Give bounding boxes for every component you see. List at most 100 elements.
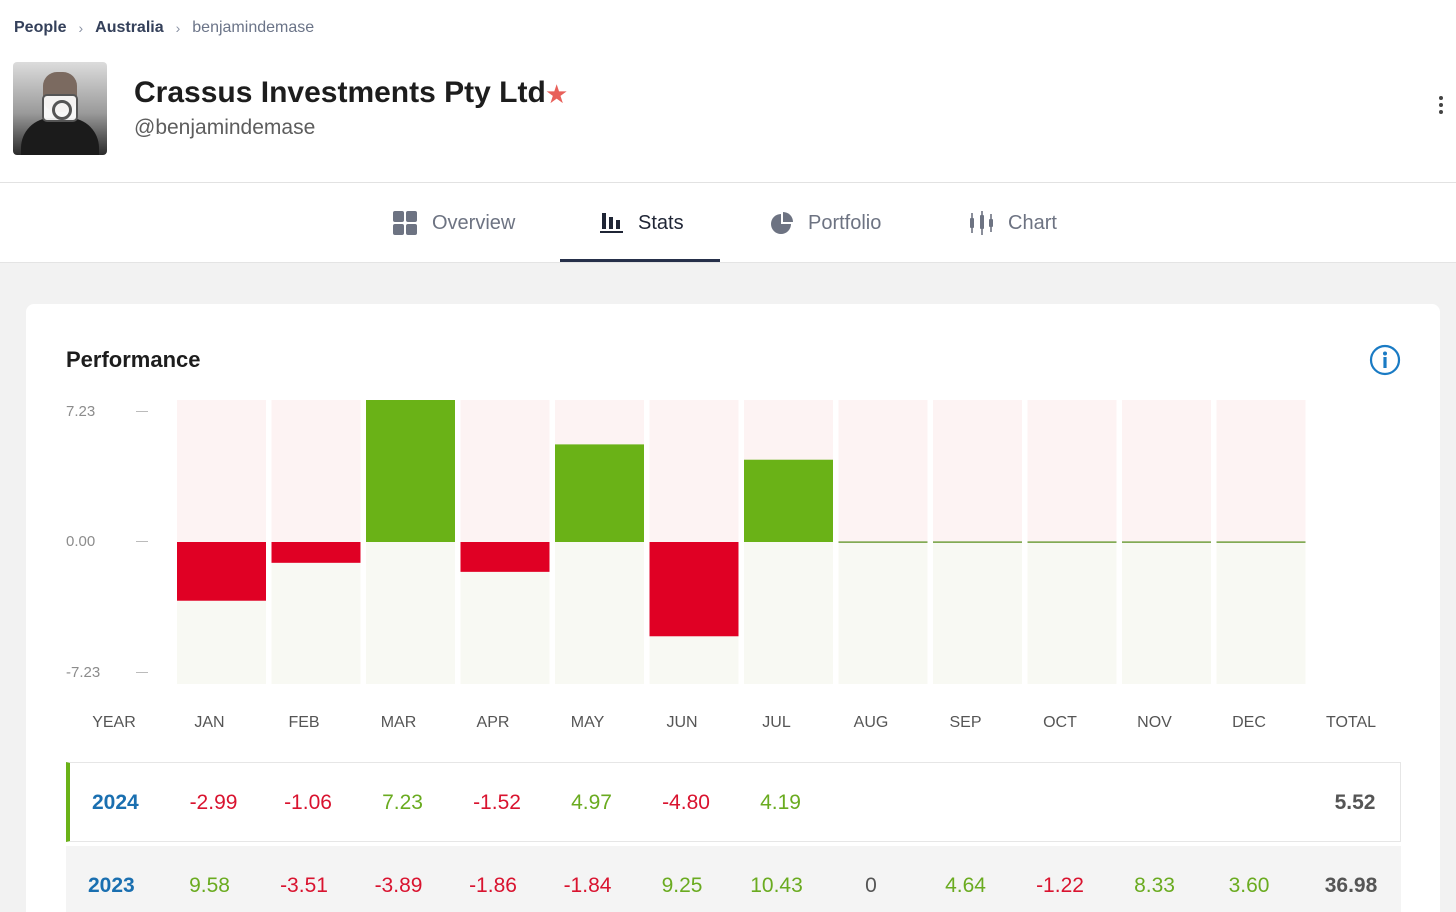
column-background-lower [838,542,928,684]
column-background-upper [460,400,550,542]
y-tick-mark [136,672,148,673]
total-column-header: TOTAL [1325,714,1377,731]
tab-label: Chart [1008,211,1057,234]
column-background-lower [744,542,833,684]
grid-icon [393,211,417,235]
breadcrumb: People › Australia › benjamindemase [14,19,314,37]
breadcrumb-current: benjamindemase [192,19,315,36]
column-background-upper [838,400,928,542]
column-background-upper [271,400,361,542]
y-tick-label: 7.23 [66,403,96,420]
column-background-lower [271,542,361,684]
column-background-lower [1122,542,1211,684]
bar-may[interactable] [555,444,644,542]
month-label-dec: DEC [1232,714,1266,731]
breadcrumb-people[interactable]: People [14,19,67,36]
cell-may: 4.97 [571,791,612,814]
tab-stats[interactable]: Stats [600,183,684,263]
bar-aug[interactable] [838,541,928,543]
cell-jan: 9.58 [189,874,230,897]
more-options-icon[interactable] [1436,96,1446,118]
row-total: 5.52 [1334,791,1376,814]
bar-apr[interactable] [460,542,550,572]
month-label-nov: NOV [1137,714,1172,731]
cell-dec: 3.60 [1228,874,1270,897]
bar-jan[interactable] [177,542,266,601]
month-label-mar: MAR [380,714,417,731]
info-icon[interactable] [1369,344,1401,376]
row-year: 2023 [88,874,135,897]
bar-jun[interactable] [649,542,739,637]
cell-jun: 9.25 [661,874,703,897]
month-label-oct: OCT [1043,714,1077,731]
cell-sep [925,763,1015,843]
tab-label: Overview [432,211,516,234]
tab-portfolio[interactable]: Portfolio [770,183,881,263]
pie-chart-icon [771,212,793,234]
month-label-may: MAY [570,714,605,731]
month-label-apr: APR [476,714,510,731]
cell-aug: 0 [865,874,877,897]
breadcrumb-country[interactable]: Australia [95,19,164,36]
column-background-upper [1027,400,1117,542]
column-background-upper [1216,400,1306,542]
bar-chart-icon [600,213,623,233]
y-tick-mark [136,411,148,412]
column-background-lower [366,542,455,684]
cell-jul: 10.43 [750,874,803,897]
active-tab-indicator [560,259,720,262]
cell-jan: -2.99 [189,791,238,814]
cell-feb: -3.51 [280,874,328,897]
cell-nov [1114,763,1204,843]
bar-oct[interactable] [1027,541,1117,543]
profile-name: Crassus Investments Pty Ltd [134,76,546,109]
y-tick-label: -7.23 [66,664,101,681]
column-background-upper [1122,400,1211,542]
profile-handle: @benjamindemase [134,116,316,139]
cell-dec [1208,763,1298,843]
bar-sep[interactable] [933,541,1022,543]
month-label-sep: SEP [949,714,982,731]
cell-mar: -3.89 [374,874,423,897]
bar-nov[interactable] [1122,541,1211,543]
avatar[interactable] [13,62,107,155]
performance-card: Performance 7.23 0.00 -7.23 YEAR JAN FEB M… [26,304,1440,912]
cell-sep: 4.64 [945,874,986,897]
cell-nov: 8.33 [1134,874,1175,897]
column-background-lower [1216,542,1306,684]
tab-overview[interactable]: Overview [392,183,515,263]
cell-oct [1019,763,1109,843]
chevron-right-icon: › [78,20,84,36]
bar-mar[interactable] [366,400,455,542]
cell-apr: -1.52 [473,791,521,814]
column-background-lower [933,542,1022,684]
column-background-lower [1027,542,1117,684]
bar-jul[interactable] [744,459,833,542]
candlestick-icon [970,211,993,235]
camera-icon[interactable] [42,94,78,122]
cell-jun: -4.80 [662,791,710,814]
year-column-header: YEAR [92,714,136,731]
cell-oct: -1.22 [1036,874,1084,897]
tab-bar: Overview Stats Portfolio Chart [0,183,1456,263]
tab-label: Portfolio [808,211,882,234]
row-year: 2024 [92,791,139,814]
bar-dec[interactable] [1216,541,1306,543]
column-background-upper [177,400,266,542]
tab-chart[interactable]: Chart [970,183,1057,263]
bar-feb[interactable] [271,542,361,563]
cell-may: -1.84 [563,874,612,897]
column-background-upper [933,400,1022,542]
tab-label: Stats [638,211,684,234]
cell-apr: -1.86 [469,874,517,897]
month-label-jan: JAN [194,714,225,731]
performance-title: Performance [66,347,201,372]
column-background-upper [649,400,739,542]
row-total: 36.98 [1324,874,1378,897]
table-row[interactable]: 2024 -2.99 -1.06 7.23 -1.52 4.97 -4.80 4.19 5.… [66,762,1401,842]
star-icon[interactable]: ★ [545,79,569,109]
profile-header: People › Australia › benjamindemase Cras… [0,0,1456,183]
cell-mar: 7.23 [382,791,423,814]
table-row[interactable]: 2023 9.58 -3.51 -3.89 -1.86 -1.84 9.25 10.43 0 4… [66,846,1401,912]
performance-chart [177,400,1306,684]
